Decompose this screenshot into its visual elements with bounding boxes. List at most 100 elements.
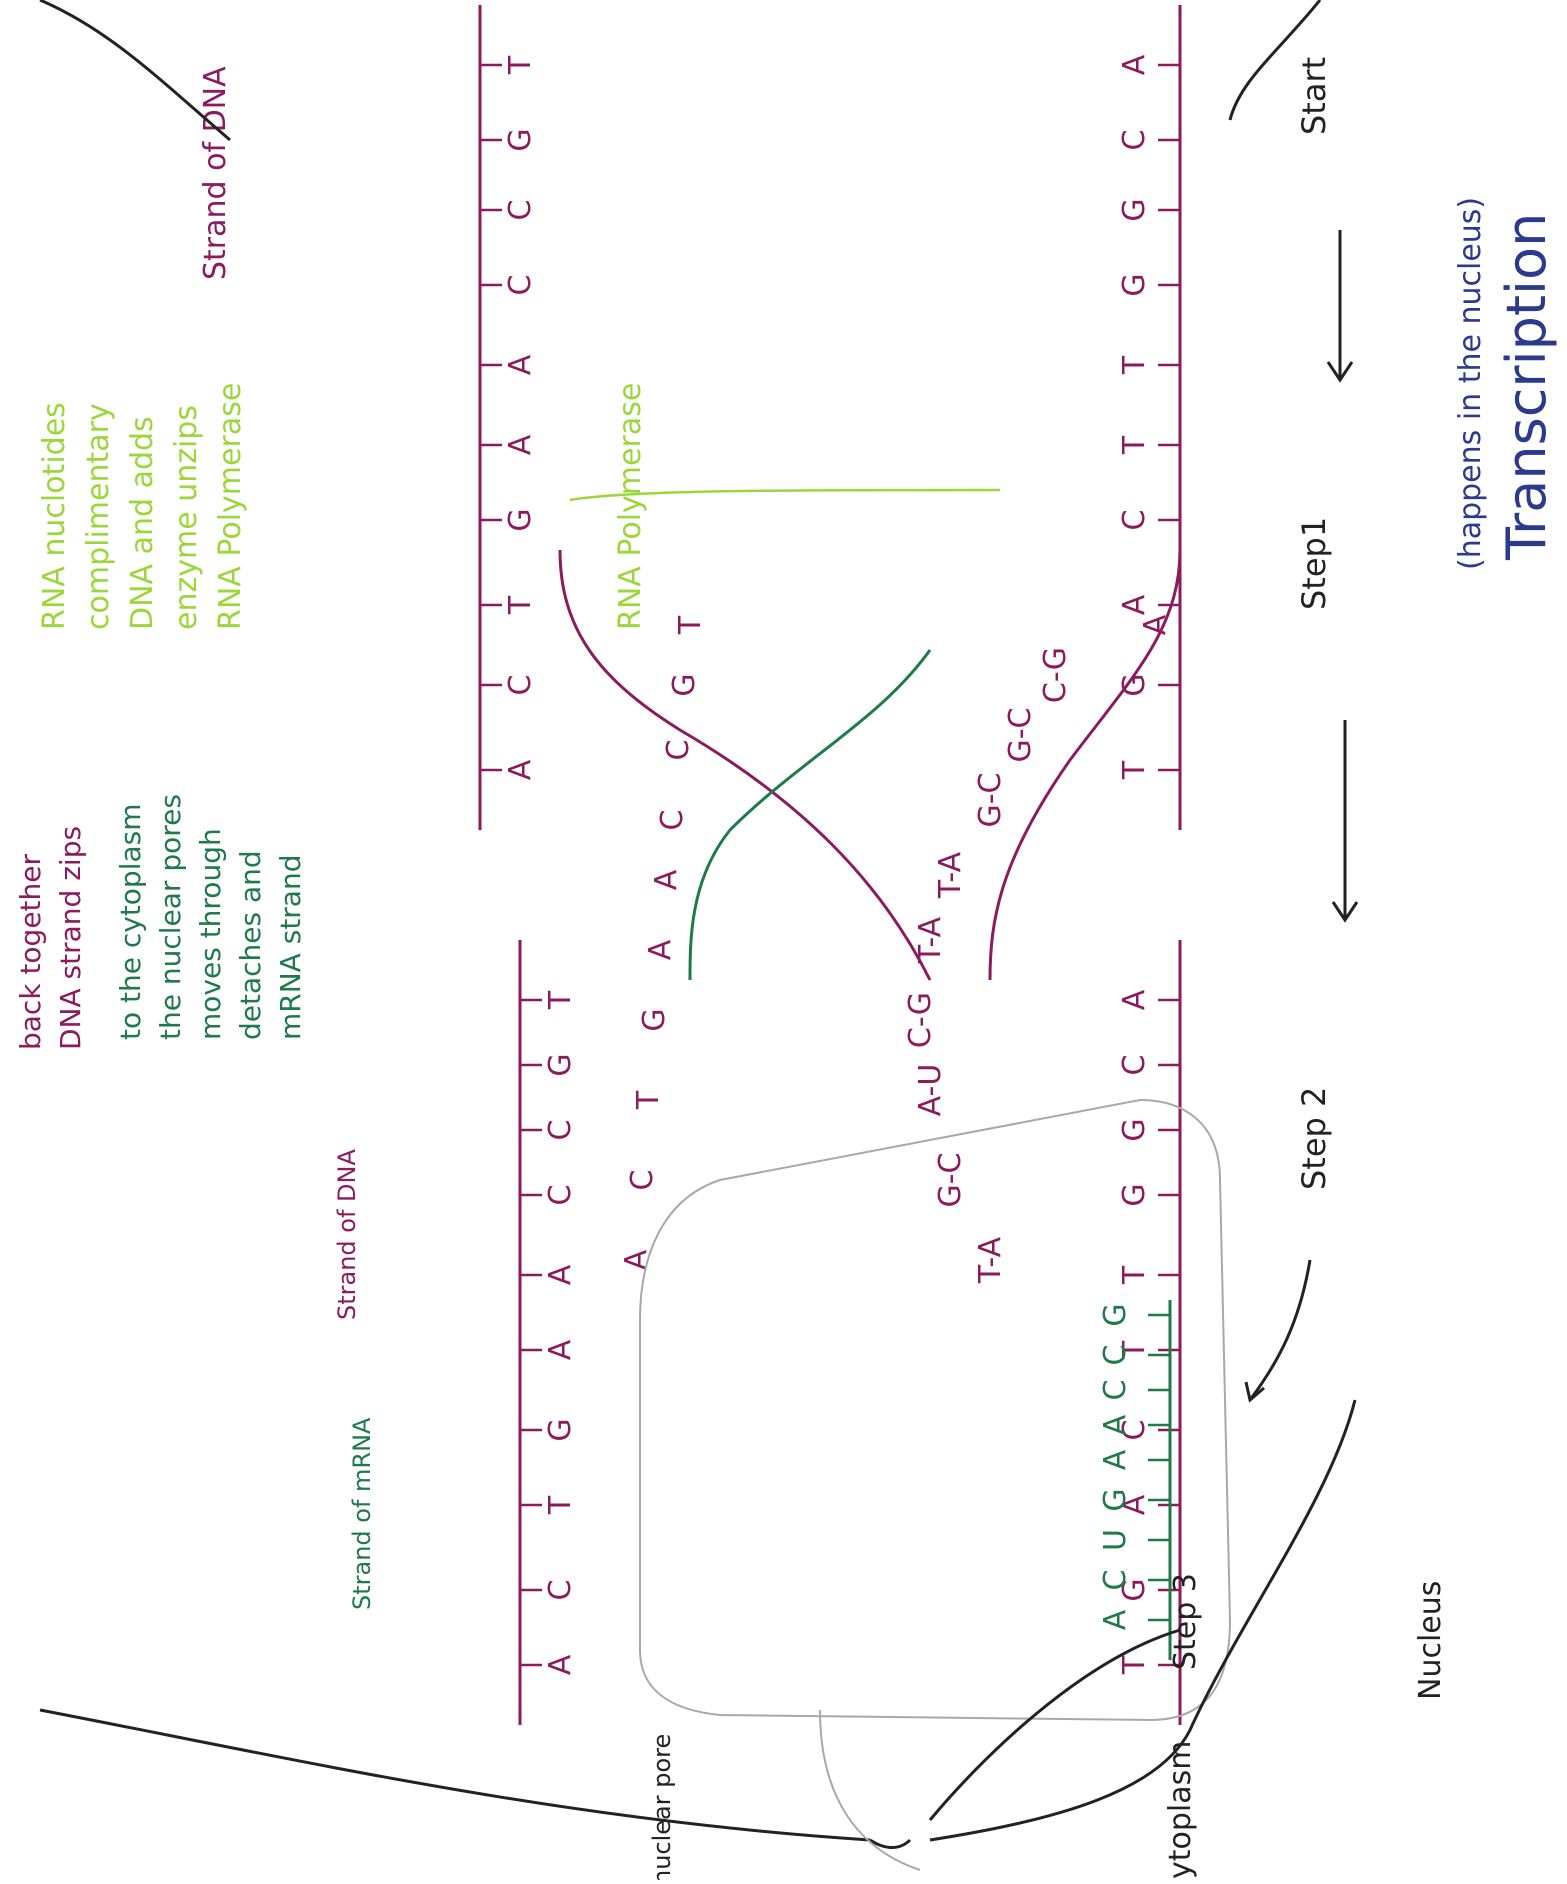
step2-mrna-note-line: detaches and	[234, 850, 267, 1040]
step2-dna-top-base: A	[1117, 1494, 1152, 1515]
step2-dna-top-base: G	[1117, 1118, 1152, 1141]
nucleus-boundary-left	[39, 0, 231, 142]
rna-polymerase-bracket	[569, 488, 1001, 502]
step2-dna-bottom-base: C	[543, 1185, 578, 1206]
start-dna-top-base: G	[1117, 273, 1152, 296]
mrna-exit-arrow	[819, 1709, 921, 1871]
nucleus-boundary-top	[1228, 0, 1322, 121]
step1-top-base: A	[1138, 614, 1173, 635]
diagram-title: Transcription	[1495, 213, 1558, 561]
start-dna-bottom-base: C	[503, 275, 538, 296]
step1-bottom-base: C	[655, 810, 690, 831]
start-dna-top-base: G	[1117, 673, 1152, 696]
start-dna-top-base: T	[1117, 760, 1152, 780]
step1-bottom-base: T	[673, 615, 708, 635]
start-dna-top-base: T	[1117, 435, 1152, 455]
step2-dna-top-base: G	[1117, 1578, 1152, 1601]
step1-base-pair: T-A	[973, 1236, 1008, 1284]
step2-dna-bottom-base: G	[543, 1053, 578, 1076]
step2-mrna-note-line: to the cytoplasm	[114, 803, 147, 1040]
nucleus-label: Nucleus	[1413, 1581, 1448, 1700]
mrna-base: C	[1098, 1570, 1133, 1591]
step-label-start: Start	[1295, 57, 1333, 135]
dna-start: A T C G G C G C T A T A C G A T G C T A	[478, 5, 1182, 830]
step1-rna-backbone	[688, 649, 932, 981]
step2-dna-bottom-base: C	[543, 1120, 578, 1141]
mrna-base: C	[1098, 1380, 1133, 1401]
start-dna-bottom-base: C	[503, 675, 538, 696]
step2-dna-bottom-base: A	[543, 1654, 578, 1675]
step1-bottom-base: G	[667, 673, 702, 696]
start-dna-bottom-base: C	[503, 200, 538, 221]
mrna-base: G	[1098, 1488, 1133, 1511]
start-dna-bottom-base: A	[503, 354, 538, 375]
step1-bottom-base: A	[643, 939, 678, 960]
nuclear-pore	[869, 1838, 912, 1849]
step1-base-pair: A-U	[913, 1064, 948, 1117]
start-dna-bottom-base: A	[503, 434, 538, 455]
rna-polymerase-label: RNA Polymerase	[613, 383, 648, 630]
mrna-base: G	[1098, 1303, 1133, 1326]
step2-dna-bottom-base: G	[543, 1418, 578, 1441]
step2-mrna-note-line: mRNA strand	[274, 855, 307, 1041]
step1-bottom-base: C	[661, 740, 696, 761]
mrna-label: Strand of mRNA	[348, 1417, 376, 1610]
step-arrows	[1244, 230, 1359, 1403]
step2-dna-top-base: C	[1117, 1055, 1152, 1076]
arrow-step1-to-step2-head	[1331, 901, 1359, 923]
start-dna-top-base: C	[1117, 510, 1152, 531]
mrna-base: U	[1098, 1529, 1133, 1551]
start-dna-top-base: A	[1117, 54, 1152, 75]
step1-notes: RNA Polymerase enzyme unzips DNA and adds c…	[37, 383, 248, 630]
step2-dna-bottom-base: T	[543, 1495, 578, 1515]
step2-dna-top-base: T	[1117, 1265, 1152, 1285]
step2-dna-bottom-base: T	[543, 990, 578, 1010]
step1-note-line: RNA Polymerase	[213, 383, 248, 630]
rotated-diagram-group: Transcription (happens in the nucleus) S…	[14, 0, 1558, 1884]
start-dna-bottom-base: G	[503, 508, 538, 531]
start-dna-bottom-base: A	[503, 759, 538, 780]
step1-bottom-base: A	[619, 1249, 654, 1270]
step2-dna-top-base: T	[1117, 1340, 1152, 1360]
diagram-subtitle: (happens in the nucleus)	[1453, 197, 1488, 570]
start-dna-label: Strand of DNA	[198, 66, 233, 280]
step1-bottom-base: T	[631, 1090, 666, 1110]
arrow-start-to-step1-head	[1326, 361, 1354, 383]
step2-dna-bottom-base: A	[543, 1264, 578, 1285]
step2-dna-note-line: back together	[14, 853, 47, 1050]
step2-mrna-note-line: moves through	[194, 828, 227, 1040]
nucleus-boundary	[39, 0, 1357, 1871]
start-dna-bottom-base: T	[503, 55, 538, 75]
step2-mrna-note-line: the nuclear pores	[154, 794, 187, 1040]
step-label-step1: Step1	[1295, 517, 1333, 610]
step1-note-line: enzyme unzips	[169, 405, 204, 630]
step1-bottom-base: G	[637, 1008, 672, 1031]
step2-dna-top-base: T	[1117, 1655, 1152, 1675]
step1-note-line: DNA and adds	[125, 416, 160, 630]
mrna-base: A	[1098, 1609, 1133, 1630]
step1-base-pair: G-C	[1003, 707, 1038, 762]
arrow-step2-to-mrna	[1248, 1259, 1312, 1401]
step1-bottom-backbone	[558, 549, 932, 981]
step1-base-pair: C-G	[903, 992, 938, 1048]
step2-dna-top-base: C	[1117, 1420, 1152, 1441]
mrna-base: A	[1098, 1414, 1133, 1435]
start-dna-bottom-base: G	[503, 128, 538, 151]
step1-note-line: RNA nuclotides	[37, 402, 72, 630]
step-label-step2: Step 2	[1295, 1087, 1333, 1190]
step1-note-line: complimentary	[81, 403, 116, 630]
step1-base-pair: G-C	[933, 1152, 968, 1207]
start-dna-top-base: G	[1117, 198, 1152, 221]
start-dna-top-base: C	[1117, 130, 1152, 151]
step2-dna-top-base: G	[1117, 1183, 1152, 1206]
step2-dna-note-line: DNA strand zips	[54, 826, 87, 1050]
step-label-step3: Step 3	[1168, 1573, 1203, 1670]
start-dna-bottom-base: T	[503, 595, 538, 615]
step1-base-pair: G-C	[973, 772, 1008, 827]
mrna-base: C	[1098, 1345, 1133, 1366]
